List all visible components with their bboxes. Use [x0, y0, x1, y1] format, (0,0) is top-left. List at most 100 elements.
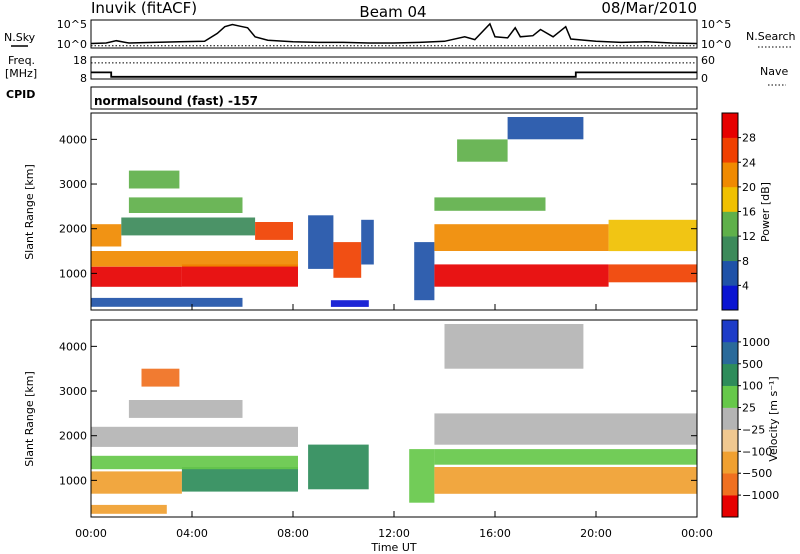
noise-left-tick-bottom: 10^0	[57, 38, 87, 51]
noise-panel-frame	[90, 19, 698, 49]
power-colorbar-label-0: 4	[742, 279, 749, 292]
velocity-cell-5	[409, 449, 435, 503]
velocity-colorbar-swatch-4	[722, 407, 738, 430]
power-y-label: Slant Range [km]	[23, 164, 36, 260]
velocity-colorbar-label-0: −1000	[742, 489, 779, 502]
power-cell-2	[91, 251, 298, 267]
velocity-colorbar-swatch-5	[722, 385, 738, 408]
power-cell-13	[608, 264, 697, 283]
velocity-ytick-label-3: 4000	[59, 340, 87, 353]
power-colorbar-swatch-3	[722, 211, 738, 237]
velocity-ytick-label-2: 3000	[59, 385, 87, 398]
noise-right-tick-bottom: 10^0	[701, 38, 731, 51]
nave-tick-top: 60	[701, 54, 715, 67]
power-cell-7	[128, 170, 180, 189]
velocity-cell-0	[91, 471, 182, 494]
power-cell-14	[434, 224, 609, 251]
velocity-colorbar-label: Velocity [m s⁻¹]	[767, 376, 780, 461]
velocity-colorbar-label-4: 25	[742, 402, 756, 415]
velocity-cell-12	[91, 504, 167, 514]
time-tick-label-3: 12:00	[378, 527, 410, 540]
velocity-cell-8	[434, 413, 697, 445]
time-tick-label-4: 16:00	[479, 527, 511, 540]
time-tick-label-5: 20:00	[580, 527, 612, 540]
velocity-colorbar-swatch-7	[722, 341, 738, 365]
power-ytick-label-0: 1000	[59, 267, 87, 280]
time-tick-label-2: 08:00	[277, 527, 309, 540]
velocity-cell-2	[91, 455, 298, 470]
power-colorbar-label-5: 24	[742, 156, 756, 169]
power-ytick-label-2: 3000	[59, 178, 87, 191]
power-colorbar-swatch-7	[722, 113, 738, 138]
velocity-heatmap	[91, 324, 697, 514]
power-colorbar-label-1: 8	[742, 255, 749, 268]
power-colorbar-label-3: 16	[742, 206, 756, 219]
velocity-cell-1	[181, 467, 298, 492]
noise-plot	[90, 22, 698, 47]
velocity-colorbar-label-5: 100	[742, 380, 763, 393]
velocity-colorbar-frame	[721, 319, 739, 518]
noise-left-tick-top: 10^5	[57, 18, 87, 31]
velocity-colorbar-label-1: −500	[742, 467, 772, 480]
velocity-colorbar-swatch-8	[722, 320, 738, 343]
velocity-ytick-label-1: 2000	[59, 430, 87, 443]
power-cell-11	[414, 242, 435, 301]
power-cell-0	[91, 266, 182, 287]
freq-unit: [MHz]	[5, 67, 37, 80]
velocity-colorbar-swatch-3	[722, 429, 738, 452]
power-y-axis: 1000 2000 3000 4000	[59, 133, 697, 280]
nave-tick-bottom: 0	[701, 72, 708, 85]
velocity-colorbar-label-7: 1000	[742, 336, 770, 349]
velocity-cell-10	[444, 324, 584, 369]
velocity-cell-6	[434, 467, 697, 494]
power-cell-6	[128, 197, 243, 213]
nave-label: Nave	[760, 65, 788, 78]
cpid-panel: CPID normalsound (fast) -157	[6, 86, 698, 110]
time-tick-label-1: 04:00	[176, 527, 208, 540]
power-colorbar-swatch-4	[722, 186, 738, 212]
power-cell-1	[181, 264, 298, 287]
velocity-cell-9	[128, 400, 243, 418]
power-colorbar-label-4: 20	[742, 181, 756, 194]
power-colorbar-swatch-1	[722, 260, 738, 286]
power-cell-17	[457, 139, 508, 162]
frequency-series	[91, 71, 697, 78]
noise-panel: N.Sky 10^5 10^0 10^5 10^0 N.Search	[4, 18, 796, 51]
power-colorbar-label-6: 28	[742, 132, 756, 145]
velocity-colorbar-swatch-6	[722, 363, 738, 386]
power-cell-20	[330, 300, 369, 307]
frequency-panel-frame	[90, 56, 698, 80]
power-colorbar-swatch-2	[722, 236, 738, 262]
freq-label: Freq.	[8, 54, 35, 67]
time-tick-label-0: 00:00	[75, 527, 107, 540]
freq-tick-bottom: 8	[80, 72, 87, 85]
noise-series-0	[90, 22, 698, 45]
noise-left-label: N.Sky	[4, 31, 36, 44]
noise-right-label: N.Search	[746, 30, 796, 43]
date-title: 08/Mar/2010	[601, 0, 697, 17]
velocity-colorbar-label-6: 500	[742, 358, 763, 371]
beam-title: Beam 04	[359, 3, 426, 21]
power-ytick-label-3: 4000	[59, 133, 87, 146]
velocity-cell-11	[141, 368, 180, 387]
frequency-plot	[91, 62, 697, 78]
velocity-y-axis: 1000 2000 3000 4000	[59, 340, 697, 487]
cpid-frame	[90, 86, 698, 110]
power-cell-10	[361, 219, 374, 265]
power-colorbar: 4 8 12 16 20 24 28	[721, 112, 756, 311]
power-panel: 1000 2000 3000 4000 Slant Range [km] 4 8 12 16…	[23, 112, 772, 311]
noise-right-tick-top: 10^5	[701, 18, 731, 31]
frequency-panel: Freq. [MHz] 18 8 60 0 Nave	[5, 54, 788, 86]
velocity-colorbar: −1000 −500 −100 −25 25 100 500 1000	[721, 319, 779, 518]
x-axis-label: Time UT	[370, 541, 416, 554]
velocity-cell-4	[308, 444, 369, 490]
power-cell-8	[308, 215, 334, 269]
power-cell-19	[91, 297, 243, 307]
power-colorbar-swatch-5	[722, 162, 738, 188]
power-colorbar-swatch-6	[722, 137, 738, 163]
power-cell-5	[255, 222, 293, 240]
power-cell-12	[434, 264, 609, 287]
velocity-cell-3	[91, 426, 298, 447]
